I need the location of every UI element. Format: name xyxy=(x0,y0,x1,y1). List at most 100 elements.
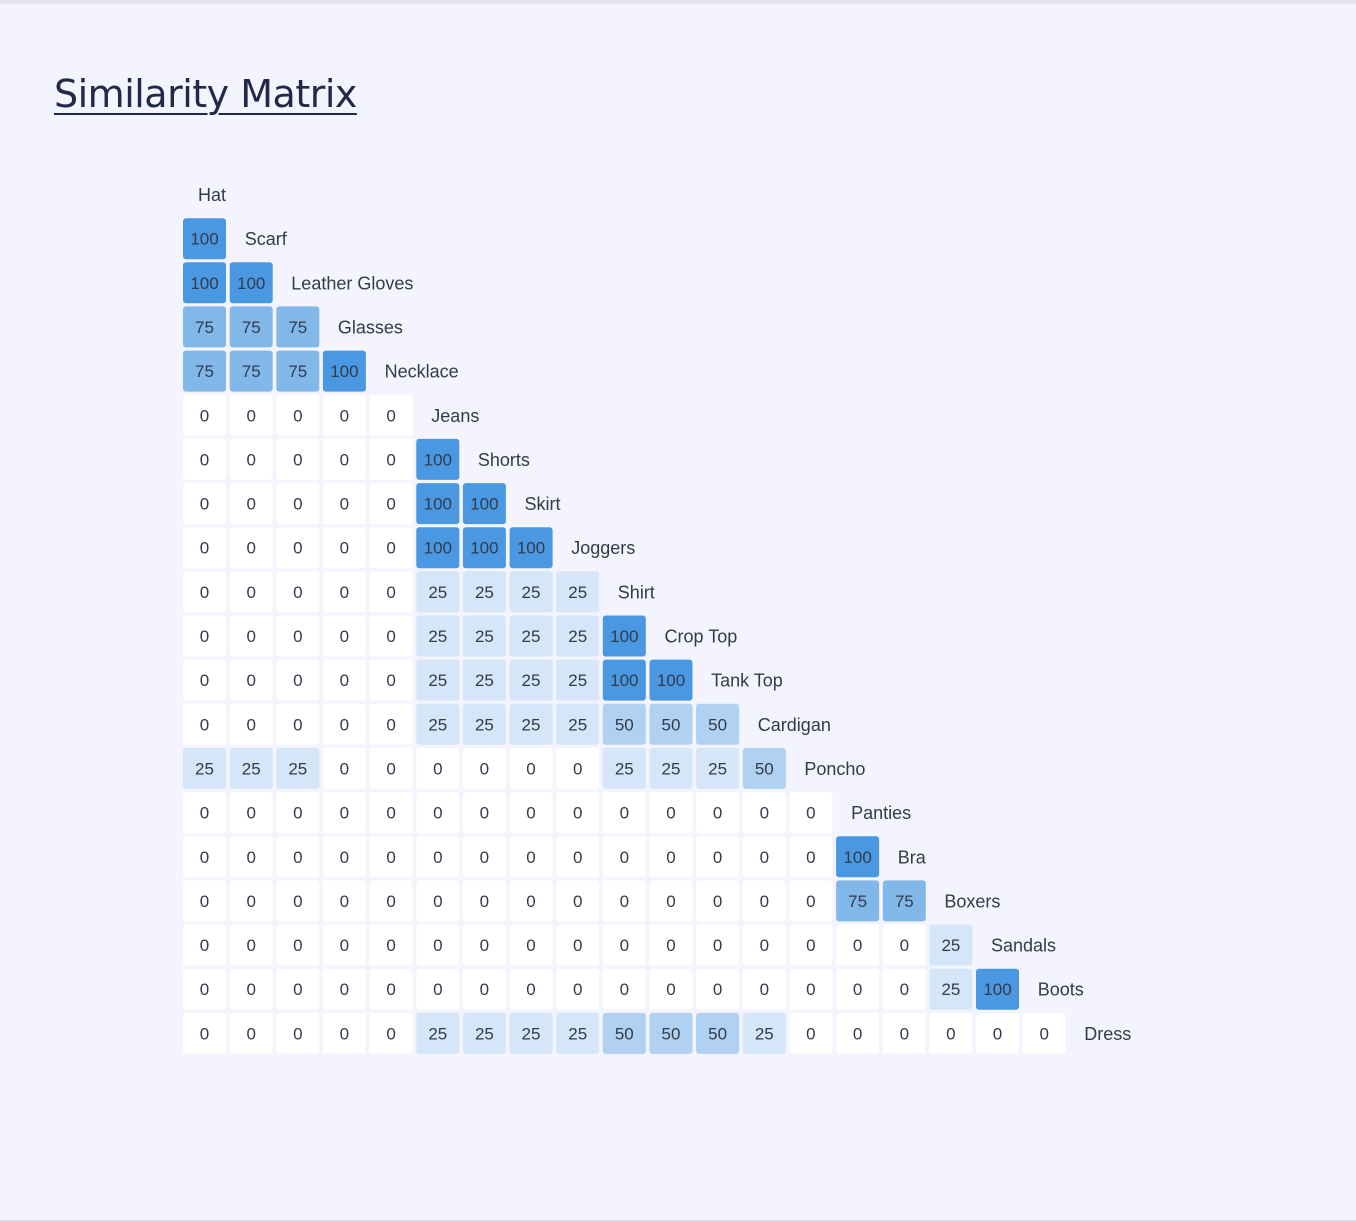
heatmap-cell xyxy=(509,659,553,701)
cell-value: 0 xyxy=(340,583,349,602)
cell-value: 0 xyxy=(293,848,302,867)
heatmap-cell xyxy=(183,306,226,348)
row-label-tank-top: Tank Top xyxy=(711,671,783,691)
cell-value: 0 xyxy=(573,804,582,823)
row-label-bra: Bra xyxy=(898,847,927,867)
heatmap-cell xyxy=(509,968,553,1010)
cell-value: 75 xyxy=(288,318,307,337)
cell-value: 100 xyxy=(610,627,638,646)
row-label-jeans: Jeans xyxy=(431,406,479,426)
cell-value: 25 xyxy=(428,1024,447,1043)
cell-value: 0 xyxy=(433,848,442,867)
heatmap-cell xyxy=(369,703,413,745)
cell-value: 0 xyxy=(386,804,395,823)
heatmap-cell xyxy=(369,924,413,966)
cell-value: 0 xyxy=(806,848,815,867)
bottom-border xyxy=(0,1220,1356,1222)
cell-value: 0 xyxy=(246,715,255,734)
heatmap-cell xyxy=(836,924,880,966)
cell-value: 0 xyxy=(386,848,395,867)
cell-value: 100 xyxy=(190,230,218,249)
cell-value: 25 xyxy=(755,1024,774,1043)
heatmap-cell xyxy=(276,747,320,789)
cell-value: 0 xyxy=(620,804,629,823)
heatmap-cell xyxy=(696,1012,740,1054)
heatmap-cell xyxy=(322,483,366,525)
cell-value: 0 xyxy=(200,495,209,514)
cell-value: 0 xyxy=(713,980,722,999)
heatmap-cell xyxy=(742,968,786,1010)
cell-value: 0 xyxy=(480,759,489,778)
heatmap-cell xyxy=(229,394,273,436)
cell-value: 25 xyxy=(288,759,307,778)
heatmap-cell xyxy=(276,306,320,348)
cell-value: 0 xyxy=(526,848,535,867)
cell-value: 25 xyxy=(428,627,447,646)
heatmap-cell xyxy=(696,880,740,922)
heatmap-cell xyxy=(229,703,273,745)
cell-value: 25 xyxy=(242,759,261,778)
heatmap-cell xyxy=(742,747,786,789)
row-label-shorts: Shorts xyxy=(478,450,530,470)
cell-value: 0 xyxy=(993,1024,1002,1043)
heatmap-cell xyxy=(276,483,320,525)
cell-value: 0 xyxy=(293,1024,302,1043)
heatmap-cell xyxy=(229,747,273,789)
heatmap-cell xyxy=(556,836,600,878)
cell-value: 0 xyxy=(760,936,769,955)
heatmap-cell xyxy=(183,836,226,878)
heatmap-cell xyxy=(229,924,273,966)
heatmap-cell xyxy=(556,571,600,613)
heatmap-cell xyxy=(649,659,693,701)
heatmap-cell xyxy=(276,615,320,657)
heatmap-cell xyxy=(462,924,506,966)
cell-value: 0 xyxy=(386,1024,395,1043)
cell-value: 0 xyxy=(340,671,349,690)
cell-value: 0 xyxy=(620,936,629,955)
cell-value: 0 xyxy=(386,495,395,514)
cell-value: 0 xyxy=(340,627,349,646)
heatmap-cell xyxy=(322,968,366,1010)
cell-value: 0 xyxy=(480,892,489,911)
heatmap-cell xyxy=(789,968,833,1010)
heatmap-cell xyxy=(556,659,600,701)
cell-value: 0 xyxy=(853,936,862,955)
cell-value: 0 xyxy=(293,892,302,911)
cell-value: 0 xyxy=(760,892,769,911)
cell-value: 0 xyxy=(293,627,302,646)
cell-value: 0 xyxy=(386,539,395,558)
cell-value: 100 xyxy=(190,274,218,293)
heatmap-cell xyxy=(229,438,273,480)
cell-value: 100 xyxy=(424,450,452,469)
cell-value: 25 xyxy=(568,715,587,734)
heatmap-cell xyxy=(322,703,366,745)
cell-value: 0 xyxy=(200,671,209,690)
row-label-boots: Boots xyxy=(1038,980,1084,1000)
heatmap-cell xyxy=(183,350,226,392)
cell-value: 0 xyxy=(433,759,442,778)
cell-value: 25 xyxy=(475,1024,494,1043)
cell-value: 0 xyxy=(806,804,815,823)
cell-value: 0 xyxy=(200,406,209,425)
cell-value: 100 xyxy=(424,539,452,558)
heatmap-cell xyxy=(416,615,460,657)
cell-value: 0 xyxy=(200,1024,209,1043)
heatmap-cell xyxy=(462,747,506,789)
heatmap-cell xyxy=(322,836,366,878)
heatmap-cell xyxy=(369,747,413,789)
cell-value: 0 xyxy=(480,936,489,955)
cell-value: 100 xyxy=(470,539,498,558)
heatmap-cell xyxy=(556,792,600,834)
heatmap-cell xyxy=(276,527,320,569)
heatmap-cell xyxy=(369,1012,413,1054)
cell-value: 0 xyxy=(573,980,582,999)
cell-value: 0 xyxy=(246,804,255,823)
heatmap-cell xyxy=(369,880,413,922)
heatmap-cell xyxy=(276,438,320,480)
cell-value: 0 xyxy=(200,539,209,558)
heatmap-cell xyxy=(509,703,553,745)
cell-value: 25 xyxy=(522,583,541,602)
cell-value: 0 xyxy=(340,804,349,823)
heatmap-cell xyxy=(462,615,506,657)
